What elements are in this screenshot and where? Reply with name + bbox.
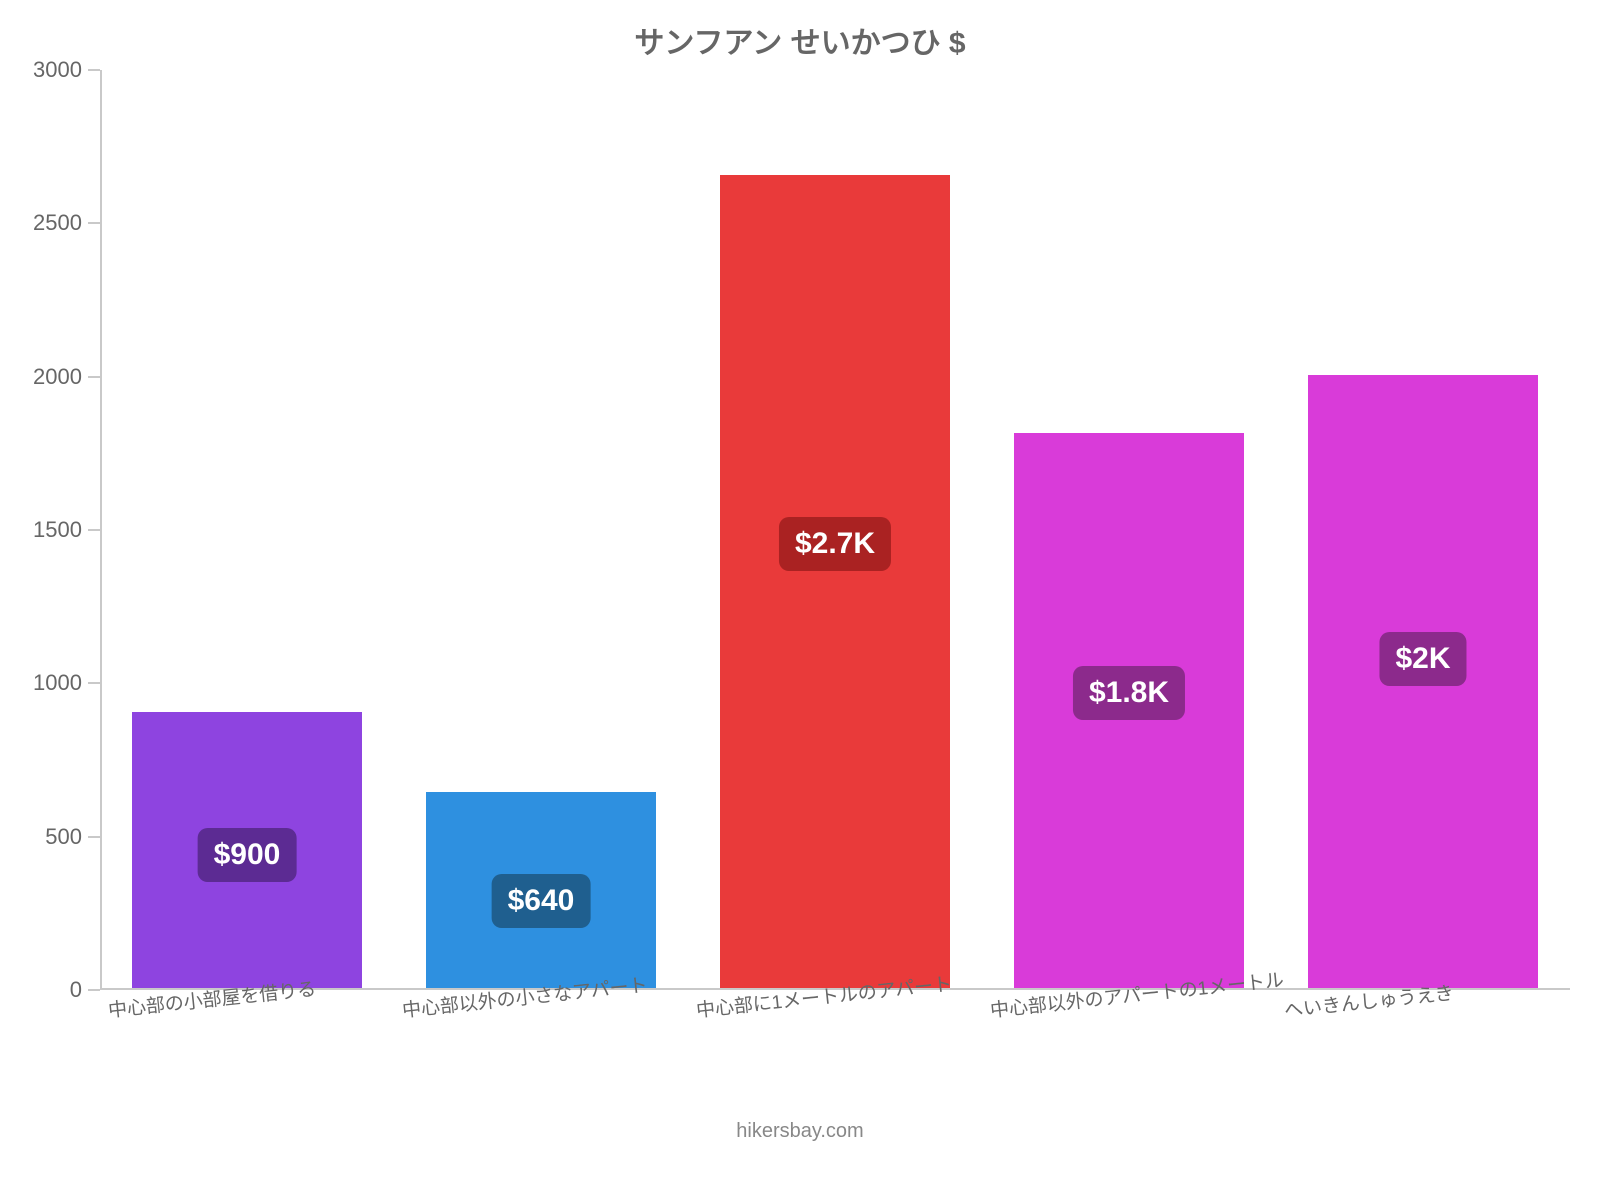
bar: $2K — [1308, 375, 1537, 988]
y-tick-label: 2500 — [33, 210, 100, 236]
bar: $640 — [426, 792, 655, 988]
bar: $2.7K — [720, 175, 949, 988]
footer-credit: hikersbay.com — [0, 1120, 1600, 1143]
y-axis — [100, 70, 102, 990]
bar-value-badge: $640 — [492, 874, 591, 928]
plot-area: 050010001500200025003000$900中心部の小部屋を借りる$… — [100, 70, 1570, 990]
y-tick-label: 1500 — [33, 517, 100, 543]
y-tick-label: 0 — [70, 977, 100, 1003]
bar-value-badge: $900 — [198, 828, 297, 882]
bar-value-badge: $1.8K — [1073, 666, 1185, 720]
y-tick-label: 2000 — [33, 364, 100, 390]
bar: $900 — [132, 712, 361, 988]
bar-value-badge: $2.7K — [779, 517, 891, 571]
chart-title: サンフアン せいかつひ $ — [0, 18, 1600, 62]
bar: $1.8K — [1014, 433, 1243, 988]
y-tick-label: 3000 — [33, 57, 100, 83]
bar-value-badge: $2K — [1379, 632, 1466, 686]
chart-container: サンフアン せいかつひ $ 050010001500200025003000$9… — [0, 0, 1600, 1200]
y-tick-label: 500 — [45, 824, 100, 850]
y-tick-label: 1000 — [33, 670, 100, 696]
